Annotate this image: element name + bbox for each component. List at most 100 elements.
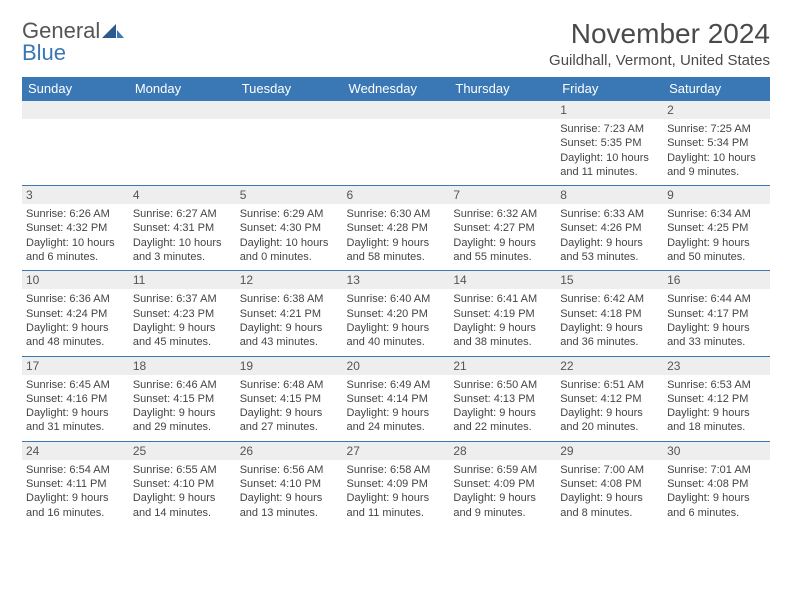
day-number-cell: 29	[556, 441, 663, 460]
sunrise-line: Sunrise: 6:32 AM	[453, 207, 552, 221]
day-detail-cell	[343, 119, 450, 186]
day-detail-cell: Sunrise: 6:59 AMSunset: 4:09 PMDaylight:…	[449, 460, 556, 526]
sunset-line: Sunset: 4:27 PM	[453, 221, 552, 235]
day-number-cell	[449, 101, 556, 120]
sunset-line: Sunset: 4:09 PM	[453, 477, 552, 491]
sunrise-line: Sunrise: 6:49 AM	[347, 378, 446, 392]
daylight-line: Daylight: 9 hours and 6 minutes.	[667, 491, 766, 520]
day-number-cell: 23	[663, 356, 770, 375]
sunrise-line: Sunrise: 6:30 AM	[347, 207, 446, 221]
day-number-cell: 27	[343, 441, 450, 460]
day-detail-cell: Sunrise: 6:29 AMSunset: 4:30 PMDaylight:…	[236, 204, 343, 271]
sunset-line: Sunset: 4:26 PM	[560, 221, 659, 235]
sunset-line: Sunset: 5:35 PM	[560, 136, 659, 150]
day-detail-cell: Sunrise: 6:38 AMSunset: 4:21 PMDaylight:…	[236, 289, 343, 356]
sunset-line: Sunset: 4:16 PM	[26, 392, 125, 406]
daylight-line: Daylight: 10 hours and 9 minutes.	[667, 151, 766, 180]
day-detail-cell: Sunrise: 6:33 AMSunset: 4:26 PMDaylight:…	[556, 204, 663, 271]
day-detail-cell: Sunrise: 7:00 AMSunset: 4:08 PMDaylight:…	[556, 460, 663, 526]
day-detail-cell: Sunrise: 6:55 AMSunset: 4:10 PMDaylight:…	[129, 460, 236, 526]
sunrise-line: Sunrise: 7:25 AM	[667, 122, 766, 136]
daylight-line: Daylight: 9 hours and 16 minutes.	[26, 491, 125, 520]
day-number-cell: 28	[449, 441, 556, 460]
day-detail-cell	[236, 119, 343, 186]
day-number-cell: 8	[556, 186, 663, 205]
day-number-cell	[236, 101, 343, 120]
logo-word2: Blue	[22, 40, 124, 66]
day-number-cell: 12	[236, 271, 343, 290]
sunset-line: Sunset: 4:09 PM	[347, 477, 446, 491]
daylight-line: Daylight: 9 hours and 53 minutes.	[560, 236, 659, 265]
sunset-line: Sunset: 4:31 PM	[133, 221, 232, 235]
day-detail-cell: Sunrise: 6:56 AMSunset: 4:10 PMDaylight:…	[236, 460, 343, 526]
daylight-line: Daylight: 9 hours and 20 minutes.	[560, 406, 659, 435]
location: Guildhall, Vermont, United States	[549, 52, 770, 69]
calendar-body: 12 Sunrise: 7:23 AMSunset: 5:35 PMDaylig…	[22, 101, 770, 526]
day-number-cell: 25	[129, 441, 236, 460]
day-header: Wednesday	[343, 77, 450, 101]
day-number-cell: 3	[22, 186, 129, 205]
daylight-line: Daylight: 9 hours and 48 minutes.	[26, 321, 125, 350]
day-number-cell: 26	[236, 441, 343, 460]
sunrise-line: Sunrise: 7:01 AM	[667, 463, 766, 477]
day-header: Saturday	[663, 77, 770, 101]
sunset-line: Sunset: 5:34 PM	[667, 136, 766, 150]
sunrise-line: Sunrise: 6:53 AM	[667, 378, 766, 392]
sunset-line: Sunset: 4:23 PM	[133, 307, 232, 321]
day-detail-cell: Sunrise: 7:01 AMSunset: 4:08 PMDaylight:…	[663, 460, 770, 526]
day-detail-cell: Sunrise: 6:30 AMSunset: 4:28 PMDaylight:…	[343, 204, 450, 271]
day-number-cell: 30	[663, 441, 770, 460]
day-detail-cell: Sunrise: 6:40 AMSunset: 4:20 PMDaylight:…	[343, 289, 450, 356]
day-detail-cell: Sunrise: 6:37 AMSunset: 4:23 PMDaylight:…	[129, 289, 236, 356]
day-number-cell: 18	[129, 356, 236, 375]
day-detail-cell: Sunrise: 6:32 AMSunset: 4:27 PMDaylight:…	[449, 204, 556, 271]
daylight-line: Daylight: 9 hours and 8 minutes.	[560, 491, 659, 520]
day-number-cell: 10	[22, 271, 129, 290]
daylight-line: Daylight: 9 hours and 24 minutes.	[347, 406, 446, 435]
day-detail-cell	[129, 119, 236, 186]
day-number-cell: 15	[556, 271, 663, 290]
day-number-cell: 4	[129, 186, 236, 205]
daylight-line: Daylight: 9 hours and 40 minutes.	[347, 321, 446, 350]
day-detail-cell: Sunrise: 6:51 AMSunset: 4:12 PMDaylight:…	[556, 375, 663, 442]
day-detail-cell	[449, 119, 556, 186]
sunset-line: Sunset: 4:20 PM	[347, 307, 446, 321]
daylight-line: Daylight: 9 hours and 36 minutes.	[560, 321, 659, 350]
sunrise-line: Sunrise: 6:29 AM	[240, 207, 339, 221]
day-detail-cell: Sunrise: 6:44 AMSunset: 4:17 PMDaylight:…	[663, 289, 770, 356]
day-number-cell: 13	[343, 271, 450, 290]
sunset-line: Sunset: 4:08 PM	[560, 477, 659, 491]
calendar-head: SundayMondayTuesdayWednesdayThursdayFrid…	[22, 77, 770, 101]
daylight-line: Daylight: 9 hours and 11 minutes.	[347, 491, 446, 520]
sunrise-line: Sunrise: 6:55 AM	[133, 463, 232, 477]
day-header: Thursday	[449, 77, 556, 101]
day-number-cell: 20	[343, 356, 450, 375]
sunset-line: Sunset: 4:24 PM	[26, 307, 125, 321]
day-detail-cell: Sunrise: 6:27 AMSunset: 4:31 PMDaylight:…	[129, 204, 236, 271]
day-number-cell: 6	[343, 186, 450, 205]
daylight-line: Daylight: 9 hours and 33 minutes.	[667, 321, 766, 350]
day-detail-cell: Sunrise: 6:42 AMSunset: 4:18 PMDaylight:…	[556, 289, 663, 356]
sunrise-line: Sunrise: 6:44 AM	[667, 292, 766, 306]
day-number-cell: 21	[449, 356, 556, 375]
sunrise-line: Sunrise: 6:46 AM	[133, 378, 232, 392]
sunrise-line: Sunrise: 6:41 AM	[453, 292, 552, 306]
day-header: Friday	[556, 77, 663, 101]
sunset-line: Sunset: 4:18 PM	[560, 307, 659, 321]
sunrise-line: Sunrise: 6:26 AM	[26, 207, 125, 221]
sunset-line: Sunset: 4:10 PM	[133, 477, 232, 491]
day-number-cell: 16	[663, 271, 770, 290]
day-detail-cell: Sunrise: 6:36 AMSunset: 4:24 PMDaylight:…	[22, 289, 129, 356]
daylight-line: Daylight: 9 hours and 43 minutes.	[240, 321, 339, 350]
day-detail-cell	[22, 119, 129, 186]
daylight-line: Daylight: 9 hours and 29 minutes.	[133, 406, 232, 435]
sunrise-line: Sunrise: 6:45 AM	[26, 378, 125, 392]
daylight-line: Daylight: 10 hours and 0 minutes.	[240, 236, 339, 265]
sunrise-line: Sunrise: 6:37 AM	[133, 292, 232, 306]
day-number-cell	[129, 101, 236, 120]
sunset-line: Sunset: 4:30 PM	[240, 221, 339, 235]
daylight-line: Daylight: 9 hours and 38 minutes.	[453, 321, 552, 350]
day-number-cell	[343, 101, 450, 120]
sunrise-line: Sunrise: 6:34 AM	[667, 207, 766, 221]
sunset-line: Sunset: 4:12 PM	[667, 392, 766, 406]
